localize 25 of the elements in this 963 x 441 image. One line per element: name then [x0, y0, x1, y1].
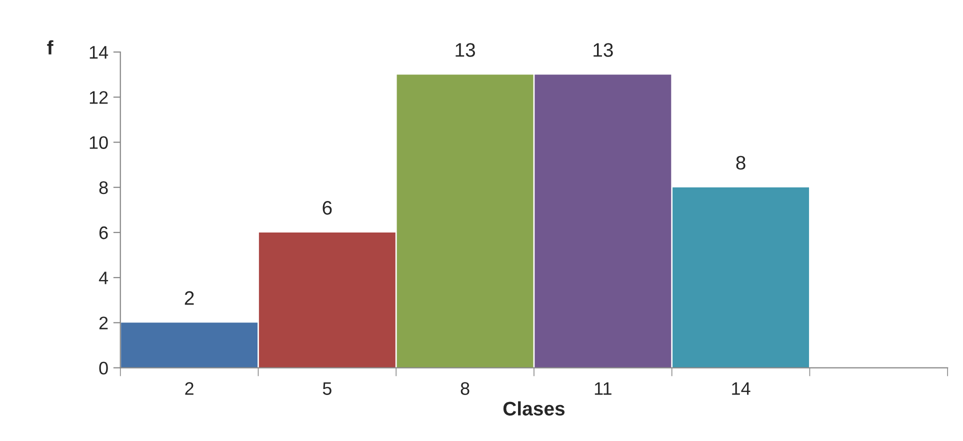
x-axis-title: Clases	[503, 401, 565, 416]
x-tick-label: 2	[185, 382, 194, 395]
x-tick-label: 11	[594, 382, 612, 395]
bar	[396, 74, 534, 368]
y-tick-label: 0	[99, 362, 108, 375]
data-label: 2	[184, 291, 194, 305]
bar	[258, 232, 396, 368]
data-label: 8	[736, 156, 746, 170]
x-tick-label: 14	[732, 382, 750, 395]
y-tick-label: 4	[98, 272, 108, 284]
y-tick-label: 14	[90, 46, 108, 59]
y-tick-label: 8	[99, 181, 108, 194]
x-tick-label: 5	[322, 382, 332, 395]
y-tick-label: 2	[99, 316, 108, 330]
bar	[121, 322, 258, 368]
data-label: 13	[594, 43, 613, 57]
data-label: 6	[322, 200, 332, 215]
x-tick-label: 8	[460, 382, 470, 395]
bar	[672, 187, 810, 368]
data-label: 13	[456, 43, 476, 57]
y-tick-label: 6	[99, 226, 108, 240]
y-axis-title: f	[47, 40, 54, 54]
y-tick-label: 10	[90, 136, 108, 149]
y-tick-label: 12	[90, 91, 108, 104]
bar	[534, 74, 672, 368]
